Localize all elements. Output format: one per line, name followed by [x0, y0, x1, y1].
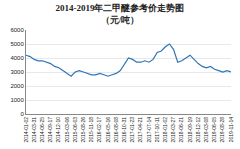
svg-text:2015-11-18: 2015-11-18 — [88, 117, 94, 142]
svg-text:2000: 2000 — [10, 83, 24, 89]
svg-text:2019-08-28: 2019-08-28 — [219, 117, 225, 143]
svg-text:6000: 6000 — [10, 27, 24, 33]
svg-text:2015-03-06: 2015-03-06 — [64, 117, 70, 143]
svg-text:2015-06-03: 2015-06-03 — [72, 117, 78, 143]
svg-text:2014-12-10: 2014-12-10 — [55, 117, 61, 143]
svg-text:2014-06-25: 2014-06-25 — [39, 117, 45, 143]
svg-text:2014-2019年二甲醚参考价走势图（元/吨）: 2014-2019年二甲醚参考价走势图（元/吨） — [56, 3, 185, 25]
svg-text:2016-02-17: 2016-02-17 — [96, 117, 102, 143]
svg-text:5000: 5000 — [10, 41, 24, 47]
svg-text:2018-06-21: 2018-06-21 — [178, 117, 184, 143]
svg-text:2018-09-19: 2018-09-19 — [187, 117, 193, 143]
svg-text:2018-03-27: 2018-03-27 — [170, 117, 176, 143]
svg-text:1000: 1000 — [10, 97, 24, 103]
svg-text:2019-03-08: 2019-03-08 — [203, 117, 209, 143]
svg-text:2018-01-02: 2018-01-02 — [162, 117, 168, 143]
svg-text:2018-12-12: 2018-12-12 — [195, 117, 201, 143]
svg-text:0: 0 — [20, 111, 24, 117]
svg-text:2017-07-14: 2017-07-14 — [146, 117, 152, 143]
svg-text:2014-01-02: 2014-01-02 — [23, 117, 29, 143]
svg-text:2019-11-14: 2019-11-14 — [228, 117, 234, 142]
svg-text:2017-10-11: 2017-10-11 — [154, 117, 160, 142]
svg-text:3000: 3000 — [10, 69, 24, 75]
svg-text:2019-06-05: 2019-06-05 — [211, 117, 217, 143]
svg-text:2014-09-17: 2014-09-17 — [47, 117, 53, 143]
svg-text:2015-08-26: 2015-08-26 — [80, 117, 86, 143]
svg-text:4000: 4000 — [10, 55, 24, 61]
svg-text:2016-10-31: 2016-10-31 — [121, 117, 127, 143]
svg-text:2016-08-08: 2016-08-08 — [113, 117, 119, 143]
svg-text:2016-05-16: 2016-05-16 — [105, 117, 111, 143]
svg-text:2014-03-31: 2014-03-31 — [31, 117, 37, 143]
svg-text:2017-04-21: 2017-04-21 — [137, 117, 143, 143]
svg-text:2017-01-23: 2017-01-23 — [129, 117, 135, 143]
